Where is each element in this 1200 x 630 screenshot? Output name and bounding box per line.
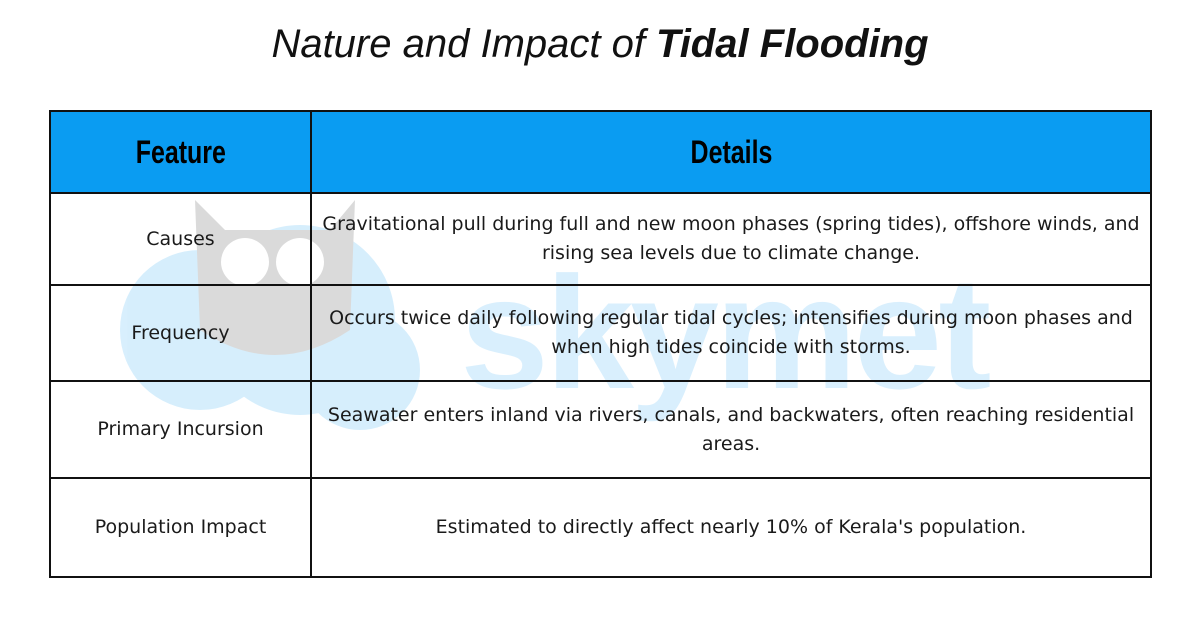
feature-cell: Causes: [49, 192, 312, 286]
title-bold: Tidal Flooding: [655, 22, 929, 66]
table: Feature Details Causes Gravitational pull …: [49, 110, 1152, 578]
feature-cell: Primary Incursion: [49, 380, 312, 479]
details-cell: Seawater enters inland via rivers, canal…: [310, 380, 1152, 479]
column-header: Details: [310, 110, 1152, 194]
details-cell: Gravitational pull during full and new m…: [310, 192, 1152, 286]
details-cell: Occurs twice daily following regular tid…: [310, 284, 1152, 382]
feature-cell: Population Impact: [49, 477, 312, 578]
title: Nature and Impact of Tidal Flooding: [0, 22, 1200, 67]
column-header-text: Details: [690, 133, 772, 170]
feature-cell: Frequency: [49, 284, 312, 382]
header-row: Feature Details: [49, 110, 1152, 194]
column-header-text: Feature: [135, 133, 226, 170]
table-row: Primary Incursion Seawater enters inland …: [49, 380, 1152, 479]
table-row: Population Impact Estimated to directly a…: [49, 477, 1152, 578]
table-body: Causes Gravitational pull during full and…: [49, 192, 1152, 578]
table-row: Causes Gravitational pull during full and…: [49, 192, 1152, 286]
title-regular: Nature and Impact of: [271, 22, 645, 66]
details-cell: Estimated to directly affect nearly 10% …: [310, 477, 1152, 578]
table-row: Frequency Occurs twice daily following re…: [49, 284, 1152, 382]
column-header: Feature: [49, 110, 312, 194]
